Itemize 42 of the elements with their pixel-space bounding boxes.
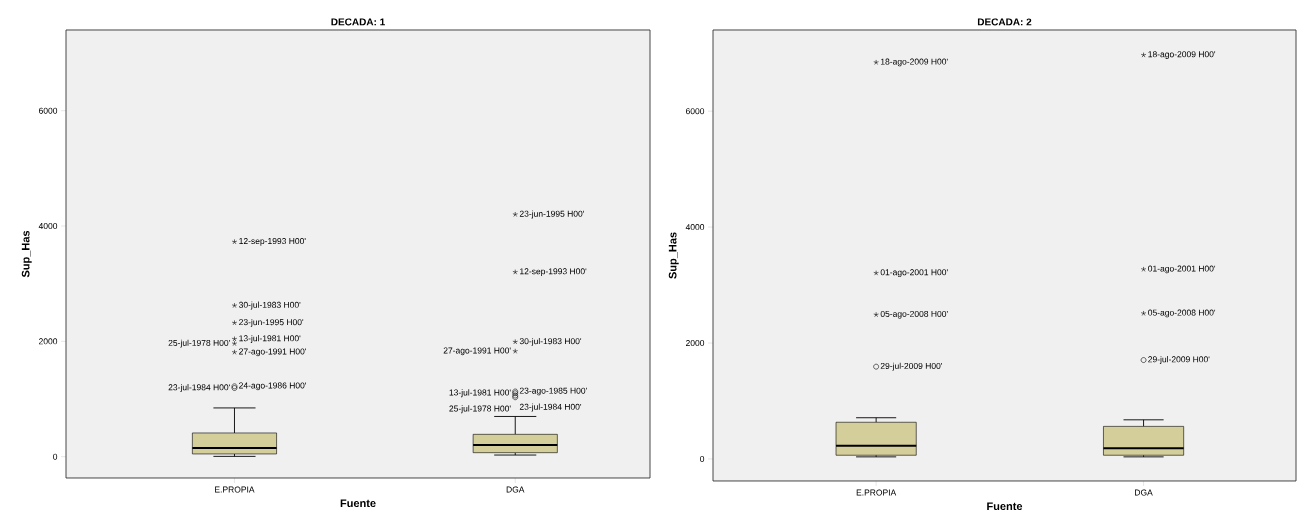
chart-title: DECADA: 2	[977, 18, 1032, 26]
annotation: 29-jul-2009 H00'	[1148, 356, 1210, 365]
annotation: 27-ago-1991 H00'	[443, 347, 511, 356]
annotation: 18-ago-2009 H00'	[880, 58, 948, 67]
annotation: 23-jun-1995 H00'	[519, 210, 584, 219]
x-tick-label: DGA	[1135, 489, 1153, 496]
annotation: 23-jul-1984 H00'	[519, 403, 582, 412]
annotation: 01-ago-2001 H00'	[880, 269, 948, 277]
y-tick-label: 2000	[39, 338, 58, 345]
annotation: 23-jun-1995 H00'	[239, 318, 304, 327]
y-tick-label: 2000	[685, 340, 705, 347]
y-axis-title: Sup_Has	[668, 232, 679, 279]
x-tick-label: DGA	[506, 486, 525, 493]
x-tick-label: E.PROPIA	[856, 489, 897, 496]
annotation: 23-jul-1984 H00'	[168, 384, 230, 392]
annotation: 01-ago-2001 H00'	[1148, 265, 1216, 274]
chart-title: DECADA: 1	[331, 18, 385, 26]
y-tick-label: 0	[53, 453, 58, 460]
y-tick-label: 6000	[39, 107, 58, 114]
y-tick-label: 0	[700, 455, 705, 462]
annotation: 12-sep-1993 H00'	[520, 268, 587, 276]
x-axis-title: Fuente	[987, 502, 1023, 511]
annotation: 25-jul-1978 H00'	[449, 405, 511, 414]
annotation: 18-ago-2009 H00'	[1148, 51, 1216, 59]
y-tick-label: 4000	[38, 223, 58, 230]
annotation: 23-ago-1985 H00'	[519, 387, 587, 396]
x-axis-title: Fuente	[340, 499, 376, 508]
annotation: 13-jul-1981 H00'	[449, 389, 511, 398]
annotation: 05-ago-2008 H00'	[880, 310, 948, 319]
annotation: 30-jul-1983 H00'	[239, 301, 301, 310]
y-tick-label: 6000	[686, 108, 705, 115]
annotation: 24-ago-1986 H00'	[239, 382, 306, 391]
annotation: 29-jul-2009 H00'	[880, 362, 942, 371]
x-tick-label: E.PROPIA	[215, 486, 255, 493]
annotation: 05-ago-2008 H00'	[1148, 309, 1216, 318]
annotation: 12-sep-1993 H00'	[239, 238, 306, 246]
y-axis-title: Sup_Has	[21, 230, 32, 278]
annotation: 25-jul-1978 H00'	[168, 339, 230, 348]
annotation: 13-jul-1981 H00'	[239, 335, 301, 343]
y-tick-label: 4000	[685, 224, 705, 231]
annotation: 27-ago-1991 H00'	[239, 348, 306, 357]
annotation: 30-jul-1983 H00'	[519, 337, 582, 346]
